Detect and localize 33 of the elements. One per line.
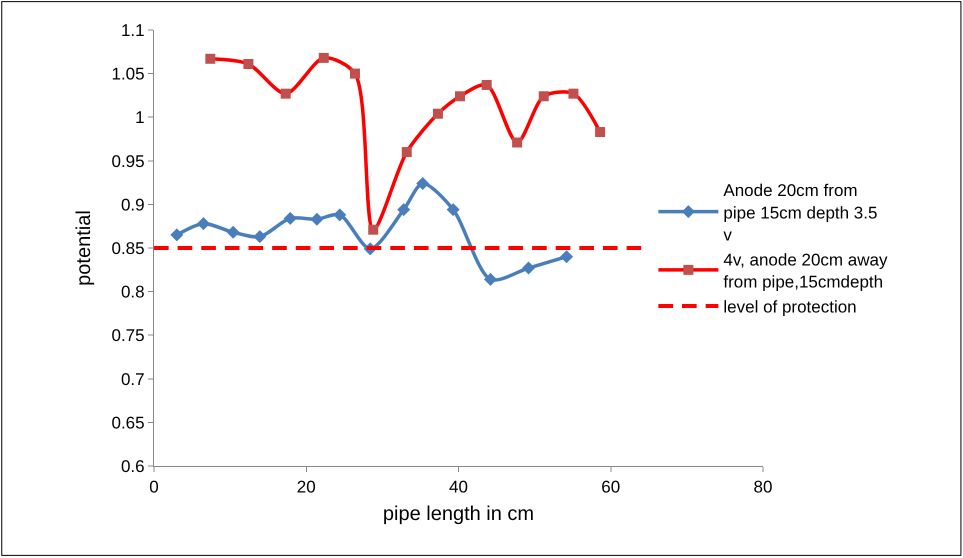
point [226,226,240,239]
y-tick-label: 0.9 [120,195,145,214]
point [310,212,324,226]
point [333,208,346,222]
point [522,262,536,275]
point [416,176,430,190]
y-axis-title: potential [73,210,96,286]
point [560,250,574,264]
x-tick-label: 40 [449,477,468,496]
x-tick-label: 60 [601,477,620,496]
y-tick-label: 0.6 [120,456,145,476]
x-tick-label: 80 [754,477,772,496]
x-axis-title: pipe length in cm [382,502,534,525]
point [397,203,410,216]
x-tick-label: 20 [296,477,316,496]
y-tick-label: 1 [135,108,145,128]
y-tick-label: 0.65 [112,413,145,432]
x-tick-label: 0 [149,477,159,496]
y-tick-label: 0.75 [112,326,145,346]
y-tick-label: 0.85 [112,238,145,258]
point [284,212,297,225]
legend-label: Anode 20cm from pipe 15cm depth 3.5 v [723,181,878,244]
point [196,217,210,230]
y-tick-label: 0.95 [112,152,145,171]
point [446,203,460,216]
point [170,228,184,242]
point [253,230,266,244]
y-tick-label: 0.8 [120,282,145,302]
y-tick-label: 0.7 [120,370,145,389]
legend-label: level of protection [723,298,857,317]
y-tick-label: 1.05 [112,64,145,84]
y-tick-label: 1.1 [120,20,145,40]
point [484,272,497,286]
